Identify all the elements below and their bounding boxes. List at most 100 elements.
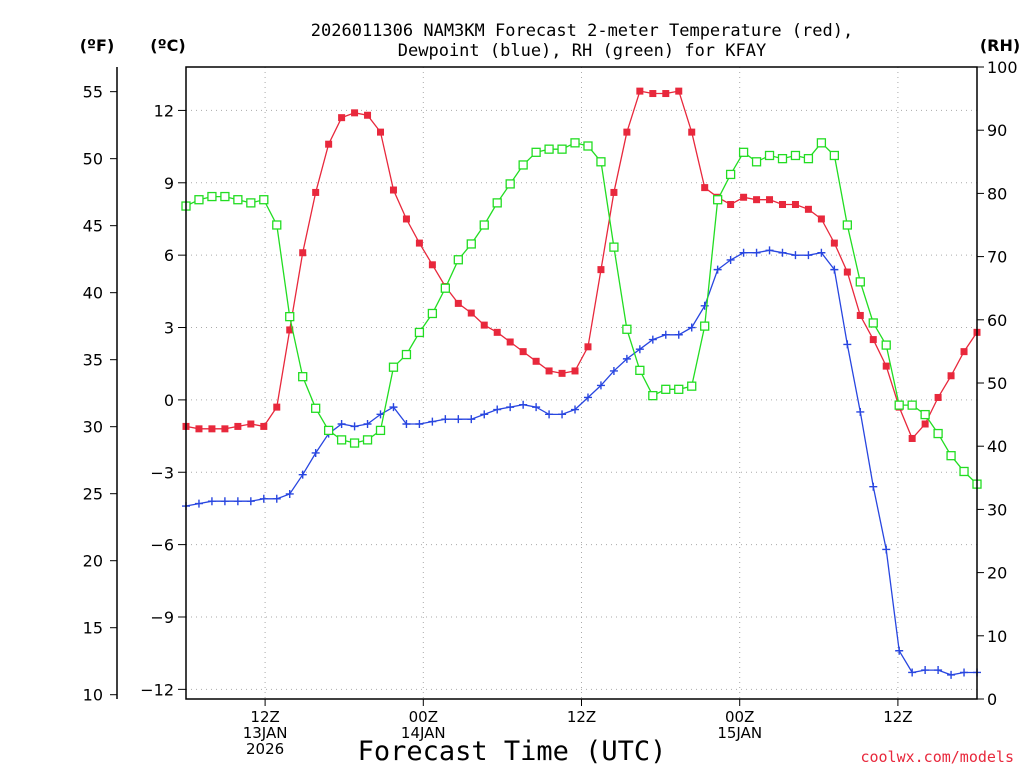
fahrenheit-tick-label: 10 [83, 686, 103, 705]
dewpoint-point [921, 666, 930, 675]
temperature-point [558, 369, 566, 377]
temperature-point [545, 367, 553, 375]
x-axis-title: Forecast Time (UTC) [358, 736, 667, 767]
rh-point [920, 409, 930, 420]
rh-point [790, 150, 801, 161]
dewpoint-point [571, 405, 580, 414]
rh-point [713, 195, 723, 205]
dewpoint-point [596, 381, 605, 390]
rh-tick-label: 90 [987, 121, 1007, 140]
rh-point [311, 403, 321, 413]
dewpoint-point [908, 668, 917, 677]
temperature-point [195, 425, 203, 433]
dewpoint-point [830, 265, 839, 274]
temperature-point [791, 200, 799, 208]
series-1 [182, 246, 981, 679]
temperature-point [753, 196, 761, 204]
temperature-point [830, 239, 838, 247]
rh-point [635, 365, 645, 376]
temperature-point [506, 338, 514, 346]
dewpoint-point [298, 470, 307, 479]
temperature-point [377, 128, 385, 136]
temperature-point [338, 114, 346, 122]
x-tick-label: 12Z [883, 708, 912, 726]
dewpoint-point [856, 407, 865, 416]
dewpoint-point [558, 410, 567, 419]
dewpoint-point [259, 494, 268, 503]
series-0 [182, 87, 981, 442]
rh-point [661, 384, 671, 394]
dewpoint-point [622, 354, 631, 363]
temperature-point [636, 87, 644, 95]
temperature-point [960, 348, 968, 356]
dewpoint-point [493, 405, 502, 414]
temperature-point [882, 362, 890, 370]
dewpoint-point [895, 646, 904, 655]
dewpoint-point [661, 330, 670, 339]
temperature-point [584, 343, 592, 351]
celsius-tick-label: −3 [150, 463, 174, 482]
celsius-tick-label: 9 [164, 174, 174, 193]
temperature-point [778, 200, 786, 208]
rh-point [427, 308, 438, 319]
dewpoint-point [311, 448, 320, 457]
rh-point [466, 239, 476, 249]
temperature-point [817, 215, 825, 223]
temperature-point [480, 321, 488, 329]
dewpoint-point [960, 668, 969, 677]
dewpoint-point [739, 248, 748, 257]
temperature-point [247, 420, 255, 428]
rh-point [725, 169, 736, 180]
rh-point [492, 198, 502, 208]
dewpoint-point [817, 248, 826, 257]
dewpoint-point [752, 248, 761, 257]
dewpoint-point [285, 489, 294, 498]
dewpoint-point [635, 345, 644, 354]
rh-point [505, 179, 515, 189]
fahrenheit-tick-label: 50 [83, 150, 103, 169]
rh-point [401, 349, 412, 360]
temperature-point [532, 357, 540, 365]
rh-point [246, 198, 256, 208]
temperature-point [934, 393, 942, 401]
dewpoint-point [402, 420, 411, 429]
rh-point [687, 381, 697, 391]
rh-point [207, 191, 217, 202]
rh-point [233, 195, 243, 205]
chart-title-line1: 2026011306 NAM3KM Forecast 2-meter Tempe… [311, 21, 853, 41]
rh-point [738, 147, 749, 157]
rh-point [803, 153, 814, 164]
rh-point [557, 144, 567, 154]
rh-point [388, 362, 399, 372]
celsius-tick-label: 3 [164, 319, 174, 338]
celsius-tick-label: −6 [150, 536, 174, 555]
rh-point [323, 425, 334, 436]
dewpoint-point [194, 499, 203, 508]
temperature-point [299, 249, 307, 257]
rh-point [583, 141, 593, 151]
temperature-point [325, 140, 333, 148]
x-tick-label: 12Z [567, 708, 596, 726]
fahrenheit-tick-label: 45 [83, 217, 103, 236]
x-tick-label: 15JAN [717, 724, 762, 742]
temperature-point [428, 261, 436, 269]
rh-point [259, 195, 269, 205]
temperature-point [688, 128, 696, 136]
dewpoint-point [350, 422, 359, 431]
rh-point [570, 138, 580, 148]
series-2 [181, 138, 982, 489]
rh-point [362, 435, 373, 445]
dewpoint-point [233, 497, 242, 506]
x-tick-label: 13JAN [243, 724, 288, 742]
dewpoint-point [726, 255, 735, 264]
dewpoint-point [687, 323, 696, 332]
temperature-point [389, 186, 397, 194]
temperature-point [908, 434, 916, 442]
dewpoint-point [272, 494, 281, 503]
temperature-point [675, 87, 683, 95]
x-tick-label: 00Z [725, 708, 754, 726]
fahrenheit-tick-label: 25 [83, 485, 103, 504]
rh-tick-label: 40 [987, 437, 1007, 456]
